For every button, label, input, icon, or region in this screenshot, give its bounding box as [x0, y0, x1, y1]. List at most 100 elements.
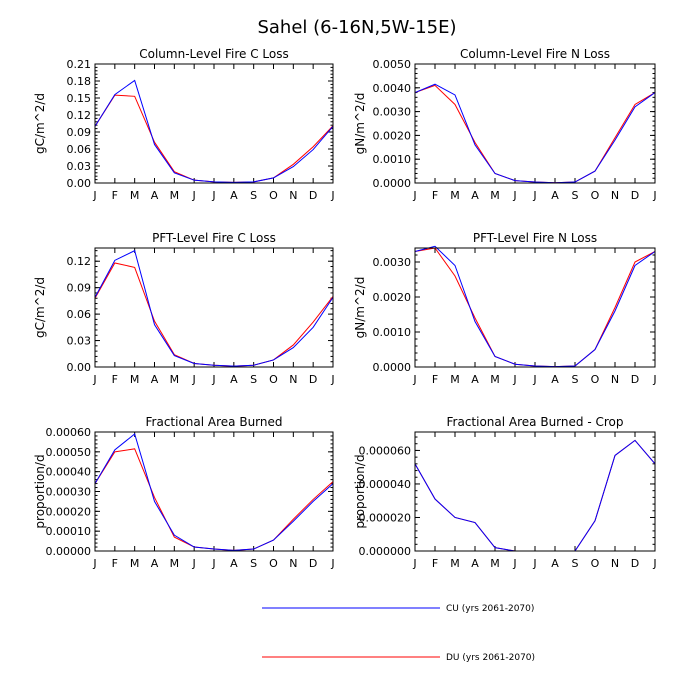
x-tick-label: D [309, 373, 317, 386]
x-tick-label: J [512, 557, 516, 570]
x-tick-label: A [471, 189, 479, 202]
x-tick-label: A [551, 189, 559, 202]
x-tick-label: A [471, 373, 479, 386]
y-tick-label: 0.00040 [46, 466, 92, 479]
panel-title: Column-Level Fire C Loss [139, 47, 289, 61]
y-tick-label: 0.0030 [373, 106, 412, 119]
series-line-du [414, 247, 656, 368]
x-tick-label: J [532, 373, 536, 386]
x-tick-label: S [572, 557, 579, 570]
x-tick-label: J [512, 189, 516, 202]
x-tick-label: A [230, 373, 238, 386]
legend: CU (yrs 2061-2070) DU (yrs 2061-2070) [262, 604, 535, 663]
y-tick-label: 0.03 [67, 335, 92, 348]
x-tick-label: F [112, 373, 118, 386]
x-tick-label: M [490, 557, 500, 570]
y-tick-label: 0.09 [67, 282, 92, 295]
x-tick-label: J [412, 557, 416, 570]
y-tick-label: 0.15 [67, 92, 92, 105]
y-tick-label: 0.18 [67, 75, 92, 88]
x-tick-label: M [170, 373, 180, 386]
x-tick-label: J [532, 557, 536, 570]
series-line-cu [414, 245, 656, 368]
x-tick-label: F [432, 373, 438, 386]
x-tick-label: M [490, 373, 500, 386]
y-tick-label: 0.00030 [46, 486, 92, 499]
x-tick-label: M [170, 557, 180, 570]
plot-frame [414, 431, 656, 552]
x-tick-label: O [591, 189, 600, 202]
x-tick-label: J [192, 557, 196, 570]
x-tick-label: J [330, 189, 334, 202]
panel-title: Fractional Area Burned [146, 415, 283, 429]
x-tick-label: A [230, 557, 238, 570]
x-tick-label: M [130, 373, 140, 386]
x-tick-label: O [591, 373, 600, 386]
y-tick-label: 0.00010 [46, 525, 92, 538]
y-tick-label: 0.000060 [359, 444, 412, 457]
x-tick-label: J [192, 189, 196, 202]
x-tick-label: S [572, 189, 579, 202]
x-tick-label: J [412, 189, 416, 202]
y-tick-label: 0.00000 [46, 545, 92, 558]
x-tick-label: M [450, 557, 460, 570]
x-tick-label: A [151, 189, 159, 202]
y-tick-label: 0.000040 [359, 478, 412, 491]
y-tick-label: 0.00 [67, 177, 92, 190]
x-tick-label: O [269, 373, 278, 386]
x-tick-label: J [652, 373, 656, 386]
y-tick-label: 0.03 [67, 160, 92, 173]
x-tick-label: M [170, 189, 180, 202]
x-tick-label: F [112, 557, 118, 570]
y-tick-label: 0.0050 [373, 58, 412, 71]
x-tick-label: M [450, 373, 460, 386]
y-tick-label: 0.00050 [46, 446, 92, 459]
panel-title: PFT-Level Fire C Loss [152, 231, 276, 245]
y-tick-label: 0.000020 [359, 511, 412, 524]
plot-frame [414, 247, 656, 368]
x-tick-label: A [151, 373, 159, 386]
y-tick-label: 0.06 [67, 308, 92, 321]
x-tick-label: J [92, 189, 96, 202]
y-tick-label: 0.0030 [373, 256, 412, 269]
y-tick-label: 0.00020 [46, 505, 92, 518]
y-tick-label: 0.21 [67, 58, 92, 71]
x-tick-label: M [490, 189, 500, 202]
y-axis-label: proportion/d [33, 454, 47, 528]
legend-label-du: DU (yrs 2061-2070) [446, 653, 535, 663]
y-tick-label: 0.06 [67, 143, 92, 156]
panel-title: Column-Level Fire N Loss [460, 47, 610, 61]
x-tick-label: M [130, 189, 140, 202]
y-axis-label: gC/m^2/d [33, 277, 47, 338]
x-tick-label: J [512, 373, 516, 386]
series-line-du [414, 439, 656, 552]
x-tick-label: J [532, 189, 536, 202]
figure-title: Sahel (6-16N,5W-15E) [257, 17, 456, 38]
chart-panel-6: Fractional Area Burned - Crop proportion/… [353, 415, 657, 570]
x-tick-label: J [330, 373, 334, 386]
series-line-cu [94, 249, 334, 367]
y-axis-label: gC/m^2/d [33, 93, 47, 154]
x-tick-label: J [211, 557, 215, 570]
x-tick-label: A [471, 557, 479, 570]
x-tick-label: N [611, 189, 619, 202]
x-tick-label: D [631, 557, 639, 570]
y-axis-label: proportion/d [353, 454, 367, 528]
series-line-cu [94, 79, 334, 183]
series-line-du [94, 448, 334, 551]
x-tick-label: O [269, 189, 278, 202]
series-line-cu [414, 83, 656, 184]
x-tick-label: F [432, 189, 438, 202]
x-tick-label: N [289, 557, 297, 570]
y-tick-label: 0.0020 [373, 129, 412, 142]
panel-title: Fractional Area Burned - Crop [447, 415, 624, 429]
x-tick-label: N [289, 189, 297, 202]
x-tick-label: S [250, 189, 257, 202]
series-line-du [94, 262, 334, 367]
x-tick-label: D [631, 373, 639, 386]
x-tick-label: M [450, 189, 460, 202]
plot-frame [94, 247, 334, 368]
